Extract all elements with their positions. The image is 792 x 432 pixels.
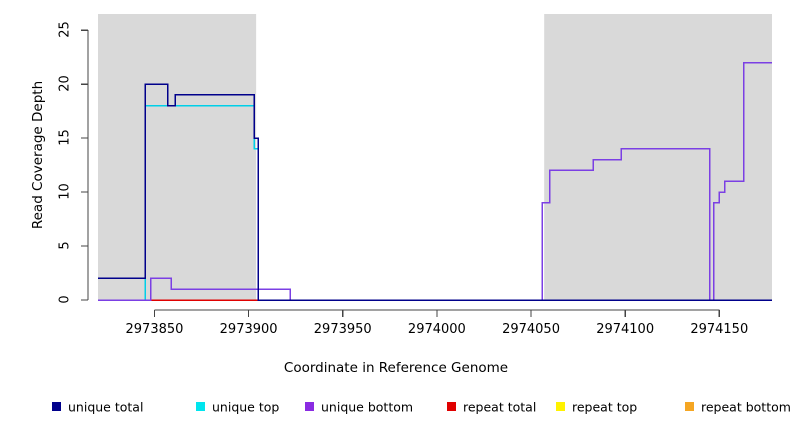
legend-label: repeat total (463, 399, 537, 415)
shaded-region (544, 14, 772, 300)
legend-item-unique-bottom[interactable]: unique bottom (305, 398, 413, 416)
legend-swatch-icon (196, 402, 205, 411)
series-line-unique-bottom (98, 61, 772, 301)
x-tick-label: 2973950 (313, 322, 372, 337)
x-tick-label: 2973900 (219, 322, 278, 337)
legend-swatch-icon (447, 402, 456, 411)
shaded-regions-layer (98, 14, 772, 300)
legend-swatch-icon (52, 402, 61, 411)
axis-layer (81, 29, 720, 317)
legend-label: unique total (68, 399, 144, 415)
legend-item-repeat-top[interactable]: repeat top (556, 398, 637, 416)
legend-swatch-icon (685, 402, 694, 411)
legend-label: unique bottom (321, 399, 414, 415)
series-layer (98, 61, 772, 301)
legend-item-repeat-bottom[interactable]: repeat bottom (685, 398, 791, 416)
x-axis-title: Coordinate in Reference Genome (283, 360, 509, 376)
legend-item-unique-total[interactable]: unique total (52, 398, 143, 416)
series-line-unique-total (98, 83, 772, 301)
x-tick-label: 2974150 (690, 322, 749, 337)
chart-legend: unique total unique top unique bottom repea… (0, 398, 792, 420)
x-tick-label: 2974000 (407, 322, 466, 337)
legend-swatch-icon (556, 402, 565, 411)
y-tick-label: 25 (57, 21, 73, 38)
x-tick-label: 2973850 (125, 322, 184, 337)
y-axis-title: Read Coverage Depth (30, 80, 46, 230)
y-tick-label: 0 (57, 295, 73, 304)
legend-label: unique top (212, 399, 280, 415)
legend-swatch-icon (305, 402, 314, 411)
legend-label: repeat top (572, 399, 638, 415)
shaded-region (98, 14, 257, 300)
x-tick-label: 2974050 (502, 322, 560, 337)
y-tick-label: 10 (57, 183, 73, 200)
coverage-plot (81, 14, 772, 317)
legend-item-repeat-total[interactable]: repeat total (447, 398, 536, 416)
legend-label: repeat bottom (701, 399, 791, 415)
y-tick-label: 15 (57, 129, 73, 146)
x-tick-label: 2974100 (596, 322, 655, 337)
legend-item-unique-top[interactable]: unique top (196, 398, 279, 416)
y-tick-label: 5 (57, 241, 73, 250)
y-tick-label: 20 (57, 75, 73, 92)
